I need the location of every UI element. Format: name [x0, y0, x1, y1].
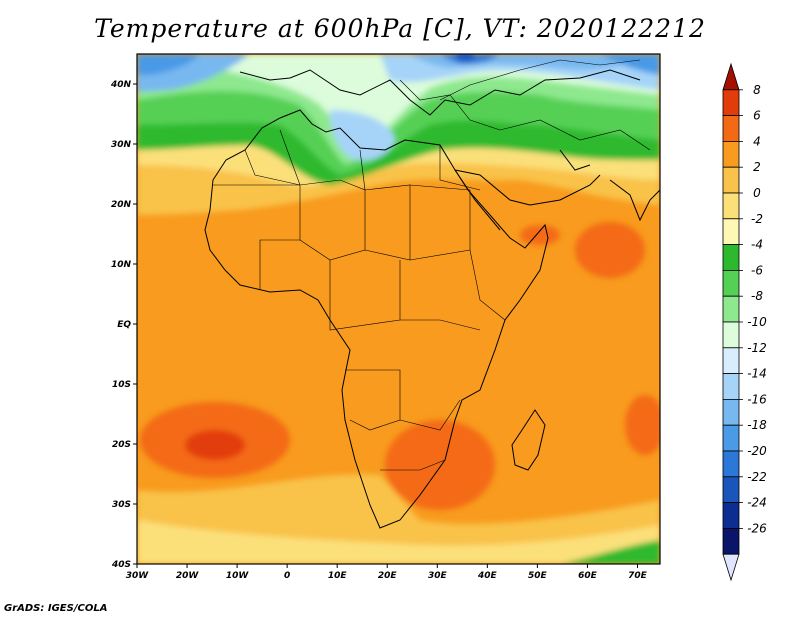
lat-tick-label: 30N	[111, 140, 132, 150]
legend-swatch	[722, 424, 740, 452]
longitude-ticks: 30W 20W 10W 0 10E 20E 30E 40E 50E 60E 70E	[126, 564, 648, 581]
lon-tick-label: 0	[284, 571, 290, 581]
lon-tick-label: 20E	[378, 571, 398, 581]
grads-credit: GrADS: IGES/COLA	[4, 603, 108, 614]
lon-tick-label: 50E	[528, 571, 548, 581]
lon-tick-label: 20W	[176, 571, 200, 581]
lat-tick-label: 20S	[112, 440, 131, 450]
legend-swatch	[722, 89, 740, 117]
chart-title: Temperature at 600hPa [C], VT: 202012221…	[94, 14, 706, 43]
legend-label: -8	[751, 289, 763, 303]
africa-coastline	[204, 109, 549, 529]
legend-label: -2	[751, 212, 763, 226]
legend-swatch	[722, 295, 740, 323]
lon-tick-label: 40E	[477, 571, 498, 581]
legend-label: -4	[751, 238, 763, 252]
legend-swatch	[722, 244, 740, 271]
legend-label: -18	[747, 418, 767, 432]
legend-label: 0	[753, 186, 761, 200]
legend-label: -14	[747, 367, 767, 381]
lat-tick-label: 10S	[112, 380, 131, 390]
lon-tick-label: 60E	[578, 571, 598, 581]
india-coast	[609, 179, 660, 222]
lon-tick-label: 10W	[226, 571, 250, 581]
lat-tick-label: 40S	[111, 560, 131, 570]
legend-label: 8	[753, 83, 761, 97]
lat-tick-label: 40N	[110, 80, 132, 90]
legend-swatch	[722, 476, 740, 503]
legend-label: -10	[747, 315, 767, 329]
coastlines	[204, 69, 660, 529]
legend-label: -6	[751, 263, 763, 277]
lat-tick-label: EQ	[117, 320, 131, 330]
legend-swatch	[722, 373, 740, 400]
legend-label: 6	[753, 109, 761, 123]
madagascar	[511, 409, 546, 471]
persian-gulf	[559, 149, 591, 171]
legend-label: 2	[753, 160, 761, 174]
legend-swatch	[722, 398, 740, 426]
legend-label: -22	[747, 470, 767, 484]
legend-swatch	[722, 502, 740, 529]
legend-swatch	[722, 528, 740, 555]
arabia-coast	[454, 169, 601, 206]
legend-swatch	[722, 321, 740, 349]
legend-swatch	[722, 166, 740, 194]
legend-bottom-arrow	[722, 553, 740, 582]
map-frame	[136, 53, 661, 565]
legend-swatch	[722, 347, 740, 374]
lon-tick-label: 10E	[328, 571, 348, 581]
lat-tick-label: 30S	[112, 500, 131, 510]
legend-swatch	[722, 269, 740, 297]
legend-swatch	[722, 192, 740, 220]
legend-top-arrow	[722, 62, 740, 91]
color-legend: 8 6 4 2 0 -2 -4 -6 -8 -10 -12 -14 -16 -18 -20 -22 -24 -26	[722, 62, 767, 582]
legend-label: 4	[753, 134, 761, 148]
latitude-ticks: 40N 30N 20N 10N EQ 10S 20S 30S 40S	[110, 80, 137, 570]
legend-swatch	[722, 140, 740, 168]
temperature-field	[137, 54, 660, 564]
lon-tick-label: 70E	[628, 571, 648, 581]
legend-label: -20	[747, 444, 767, 458]
europe-coast	[239, 69, 641, 116]
legend-label: -16	[747, 392, 767, 406]
legend-label: -26	[747, 521, 767, 535]
lon-tick-label: 30E	[428, 571, 448, 581]
legend-label: -12	[747, 341, 767, 355]
legend-swatch	[722, 115, 740, 142]
lon-tick-label: 30W	[126, 571, 150, 581]
lat-tick-label: 10N	[111, 260, 132, 270]
legend-swatch	[722, 218, 740, 246]
country-borders	[213, 59, 651, 471]
legend-label: -24	[747, 496, 767, 510]
lat-tick-label: 20N	[111, 200, 132, 210]
red-sea	[454, 169, 501, 231]
legend-swatch	[722, 450, 740, 478]
